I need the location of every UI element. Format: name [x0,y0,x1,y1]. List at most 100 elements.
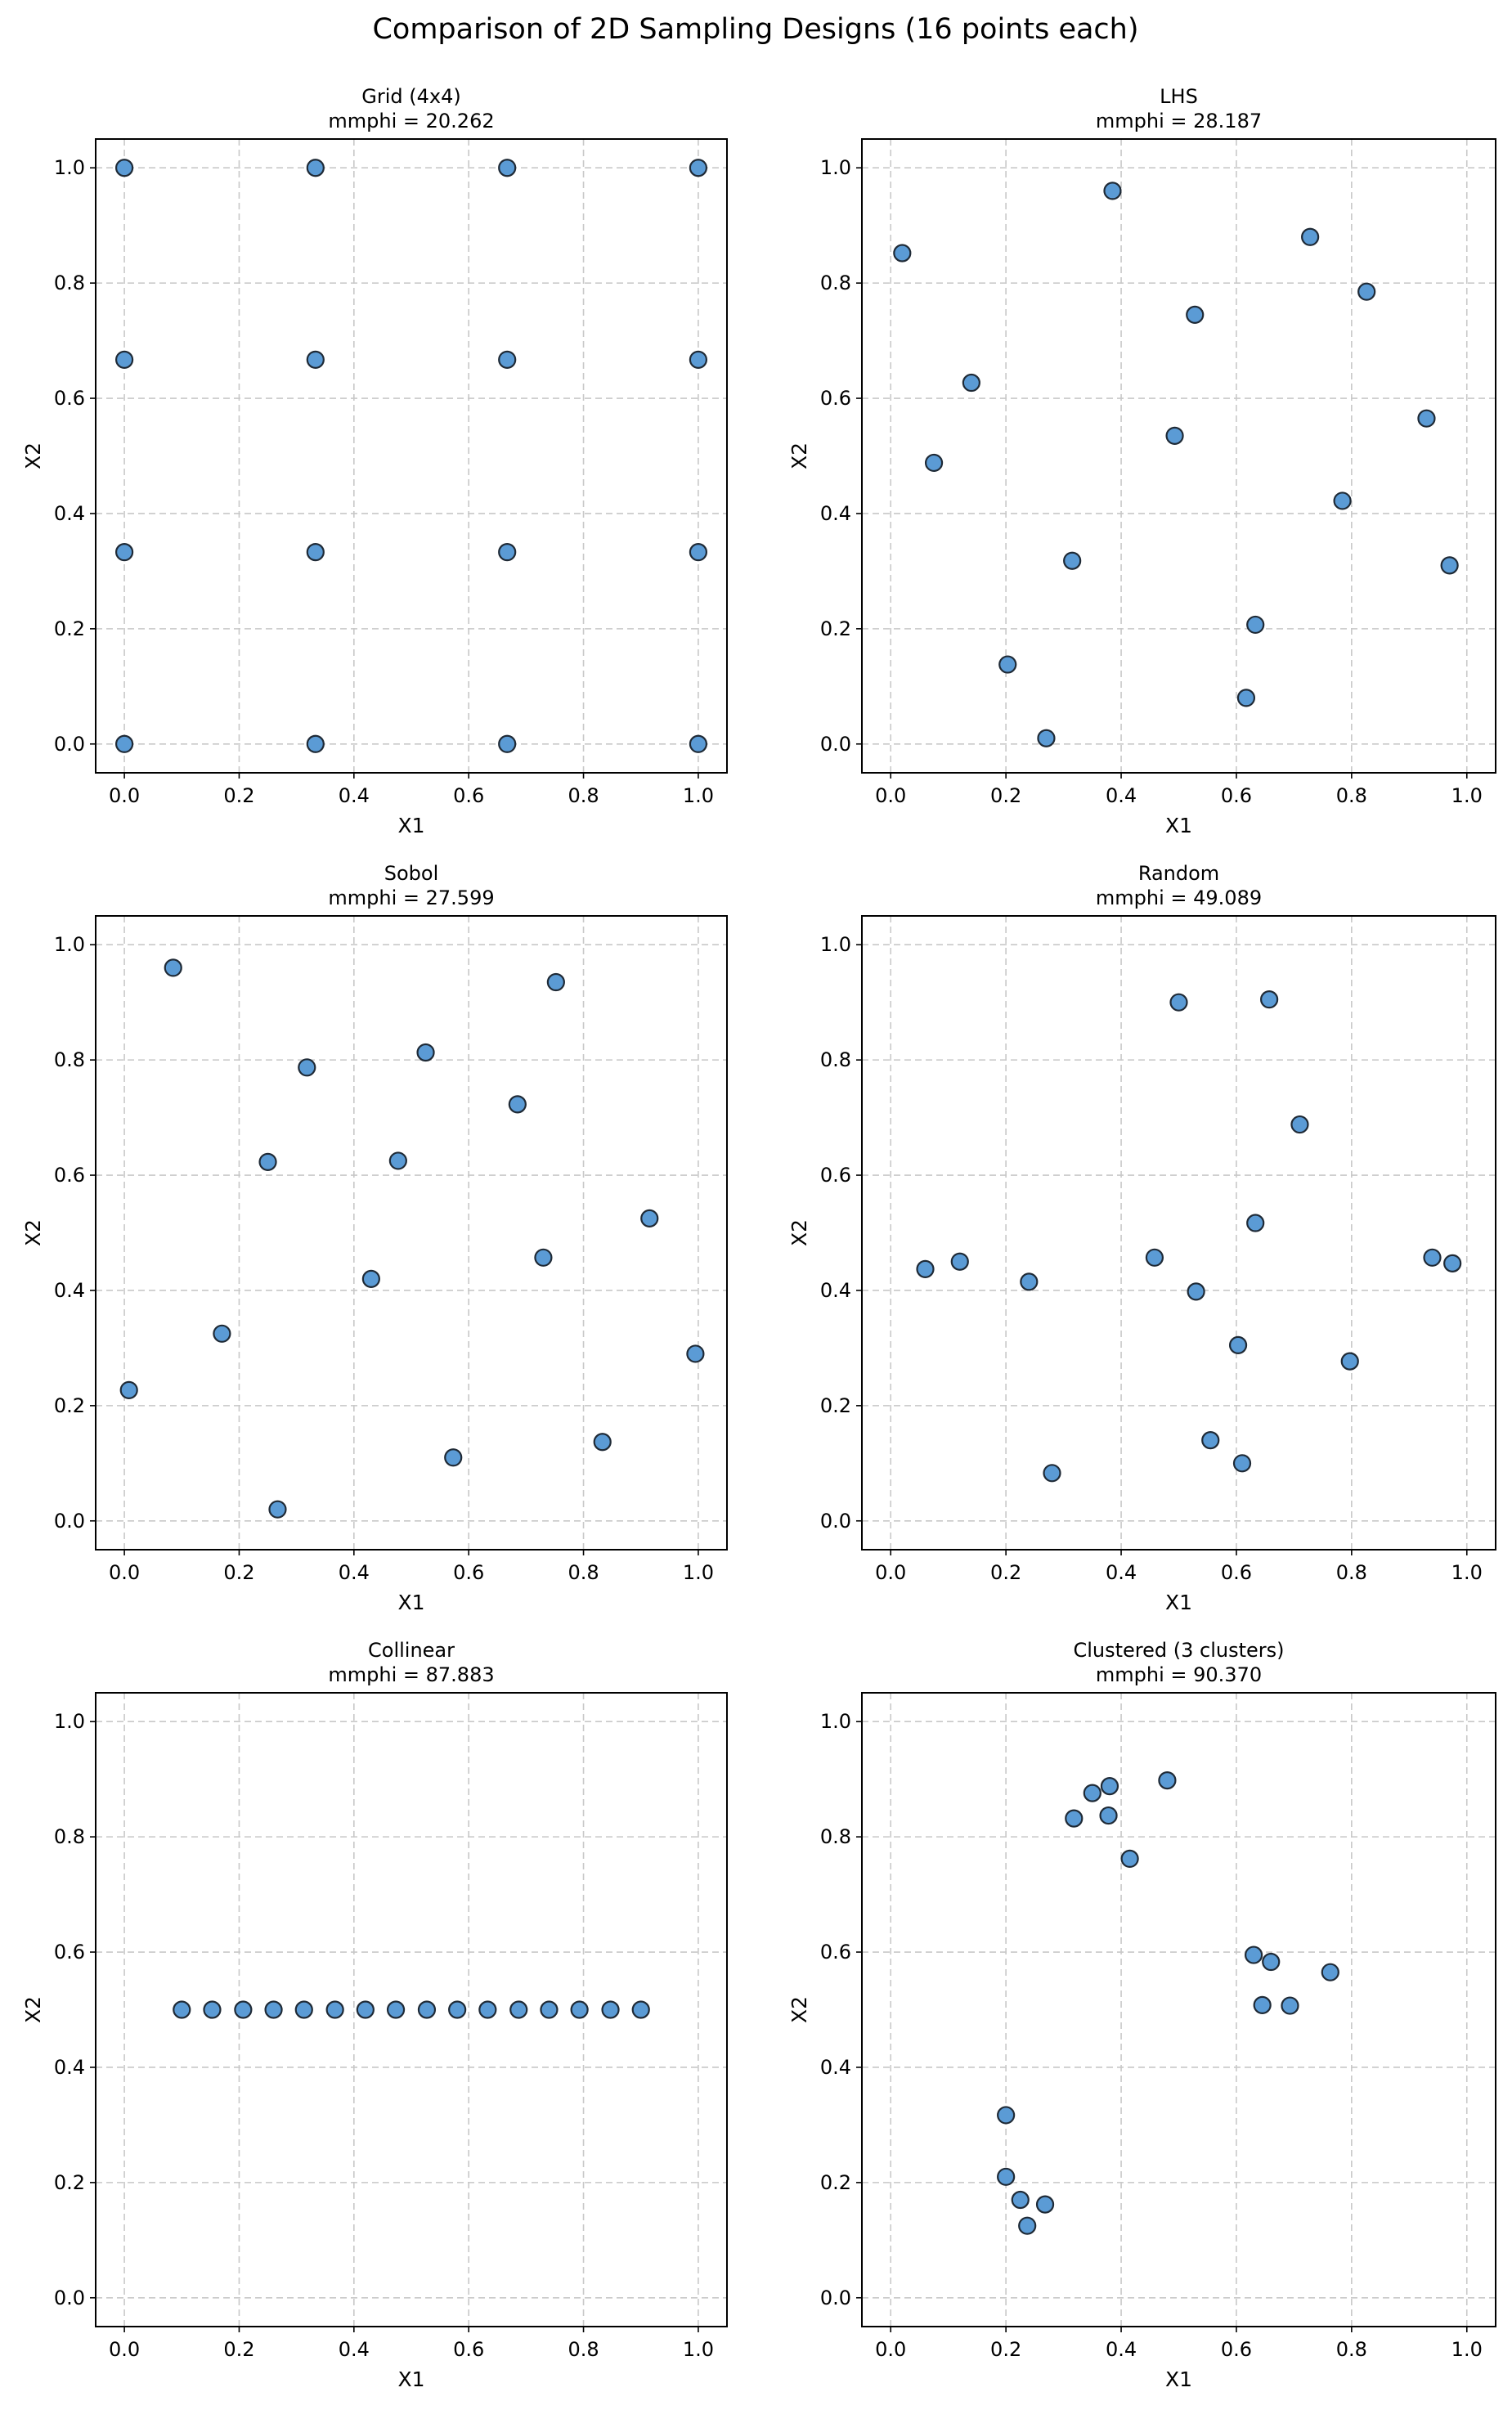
x-tick-label: 0.4 [339,2338,370,2361]
x-tick-label: 0.8 [1336,1561,1367,1584]
y-tick-label: 0.2 [820,1394,851,1417]
data-point [962,373,980,393]
y-tick-label: 0.2 [54,1394,85,1417]
y-tick-label: 0.4 [54,502,85,525]
data-point [298,1058,316,1077]
data-point [1246,1214,1265,1232]
panel-title: Collinear [368,1639,455,1662]
data-point [173,2000,191,2019]
data-point [306,159,325,177]
y-tick-label: 0.2 [820,2171,851,2194]
data-point [386,2000,406,2019]
x-axis-label: X1 [397,2367,424,2391]
y-tick-label: 0.6 [54,387,85,410]
x-tick-label: 1.0 [1451,784,1483,807]
data-point [478,2000,497,2019]
data-point [631,2000,650,2019]
y-axis-label: X2 [21,1219,45,1246]
x-tick-label: 0.0 [875,784,906,807]
data-point [686,1344,705,1363]
y-tick-label: 0.6 [820,1941,851,1963]
x-tick-label: 0.4 [1106,784,1137,807]
y-tick-label: 0.8 [820,272,851,294]
data-point [1018,2216,1037,2235]
data-point [356,2000,375,2019]
data-point [114,543,134,562]
y-tick-label: 0.6 [820,387,851,410]
x-tick-label: 0.4 [339,784,370,807]
data-point [924,453,944,473]
data-point [1165,426,1184,445]
data-point [640,1209,659,1227]
data-point [325,2000,344,2019]
y-tick-label: 0.4 [820,1279,851,1302]
y-tick-label: 0.0 [54,733,85,756]
panel-title: Clustered (3 clusters) [1073,1639,1284,1662]
data-point [119,1380,138,1399]
y-tick-label: 1.0 [820,1710,851,1733]
x-tick-label: 0.6 [453,784,484,807]
data-point [1103,182,1122,200]
data-point [114,350,134,369]
data-point [1145,1248,1164,1267]
data-point [361,1269,380,1288]
y-tick-label: 0.8 [54,1825,85,1848]
y-tick-label: 0.0 [820,1510,851,1533]
scatter-panel: 0.0 0.2 0.4 0.6 0.8 1.0 0.0 0.2 0.4 0.6 0.8 1.0 LHSm… [787,85,1496,837]
y-tick-label: 0.8 [820,1048,851,1071]
x-tick-label: 0.8 [568,1561,599,1584]
x-tick-label: 0.8 [568,2338,599,2361]
data-point [1120,1849,1139,1869]
x-axis-label: X1 [1165,2367,1192,2391]
x-tick-label: 0.2 [990,1561,1021,1584]
y-tick-label: 0.6 [54,1941,85,1963]
data-point [1011,2190,1030,2210]
x-tick-label: 1.0 [683,2338,714,2361]
data-point [1228,1335,1248,1354]
data-point [1187,1282,1205,1301]
data-point [601,2000,620,2019]
x-tick-label: 0.4 [339,1561,370,1584]
data-point [1440,556,1459,575]
data-point [164,958,182,977]
y-tick-label: 0.0 [820,2287,851,2309]
y-tick-label: 0.2 [54,2171,85,2194]
y-axis-label: X2 [787,442,811,469]
y-tick-label: 0.8 [820,1825,851,1848]
axes-frame [95,1692,728,2327]
data-point [444,1448,463,1467]
x-tick-label: 1.0 [1451,2338,1483,2361]
y-tick-label: 0.6 [54,1164,85,1187]
figure-title: Comparison of 2D Sampling Designs (16 po… [372,13,1138,46]
data-point [388,1151,407,1170]
data-point [258,1152,277,1171]
data-point [417,2000,437,2019]
panel-subtitle: mmphi = 27.599 [328,886,494,909]
x-tick-label: 1.0 [683,1561,714,1584]
data-point [1281,1996,1299,2015]
data-point [234,2000,253,2019]
data-point [498,543,517,562]
scatter-panel: 0.0 0.2 0.4 0.6 0.8 1.0 0.0 0.2 0.4 0.6 0.8 1.0 Clus… [787,1639,1496,2391]
panel-title: Random [1138,862,1219,885]
y-axis-label: X2 [787,1219,811,1246]
x-tick-label: 0.4 [1106,1561,1137,1584]
y-axis-label: X2 [21,1996,45,2023]
data-point [1083,1784,1101,1802]
data-point [1169,993,1188,1012]
data-point [306,734,325,753]
x-tick-label: 0.0 [109,784,140,807]
data-point [268,1500,287,1519]
y-tick-label: 0.4 [820,502,851,525]
axes-frame [95,915,728,1551]
x-tick-label: 0.2 [223,784,254,807]
y-axis-label: X2 [21,442,45,469]
data-point [114,734,134,753]
data-point [306,543,325,562]
scatter-panel: 0.0 0.2 0.4 0.6 0.8 1.0 0.0 0.2 0.4 0.6 0.8 1.0 Grid… [21,85,728,837]
data-point [1020,1272,1039,1291]
axes-frame [861,915,1496,1551]
y-tick-label: 0.0 [54,2287,85,2309]
x-tick-label: 1.0 [683,784,714,807]
data-point [998,655,1017,674]
